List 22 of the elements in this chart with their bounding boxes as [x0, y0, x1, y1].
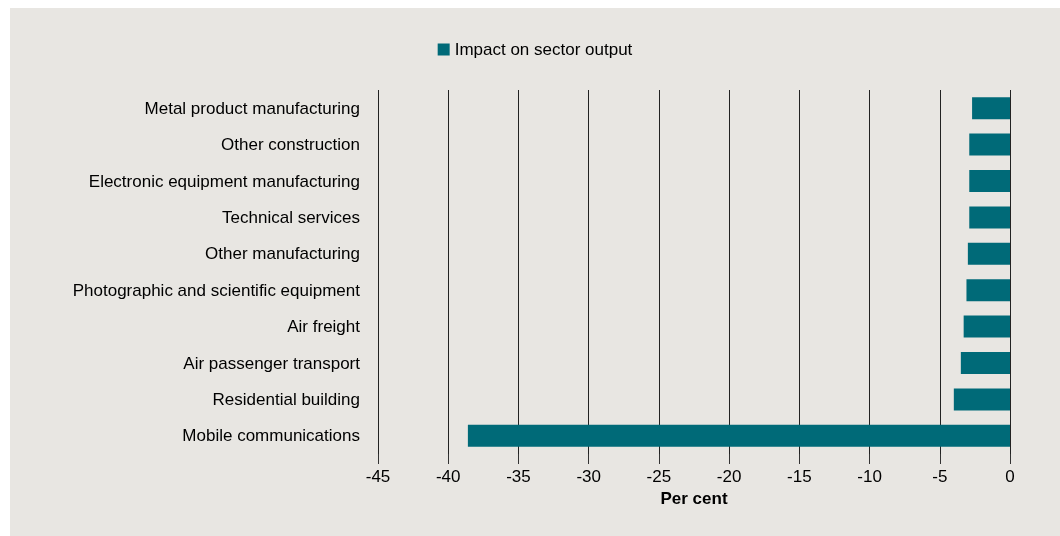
- y-tick-label: Air passenger transport: [183, 353, 361, 373]
- y-tick-label: Metal product manufacturing: [144, 98, 360, 118]
- y-tick-label: Mobile communications: [182, 426, 360, 446]
- x-tick-label: -35: [506, 467, 531, 486]
- x-tick-label: -30: [576, 467, 601, 486]
- y-tick-label: Other construction: [221, 135, 360, 155]
- x-tick-label: -45: [365, 467, 391, 486]
- y-tick-label: Technical services: [222, 207, 360, 227]
- x-axis-title: Per cent: [660, 488, 728, 508]
- y-tick-label: Residential building: [212, 389, 360, 409]
- x-tick-label: -25: [646, 467, 672, 486]
- x-tick-label: -10: [857, 467, 882, 486]
- x-tick-label: -15: [787, 467, 812, 486]
- y-tick-label: Photographic and scientific equipment: [72, 280, 361, 300]
- y-tick-label: Other manufacturing: [205, 244, 360, 264]
- y-tick-label: Electronic equipment manufacturing: [88, 171, 360, 191]
- x-tick-label: -5: [932, 467, 948, 486]
- x-tick-label: -40: [435, 467, 461, 486]
- legend-label: Impact on sector output: [454, 40, 633, 59]
- x-tick-label: -20: [716, 467, 742, 486]
- y-tick-label: Air freight: [287, 317, 361, 337]
- x-tick-label: 0: [1005, 467, 1015, 486]
